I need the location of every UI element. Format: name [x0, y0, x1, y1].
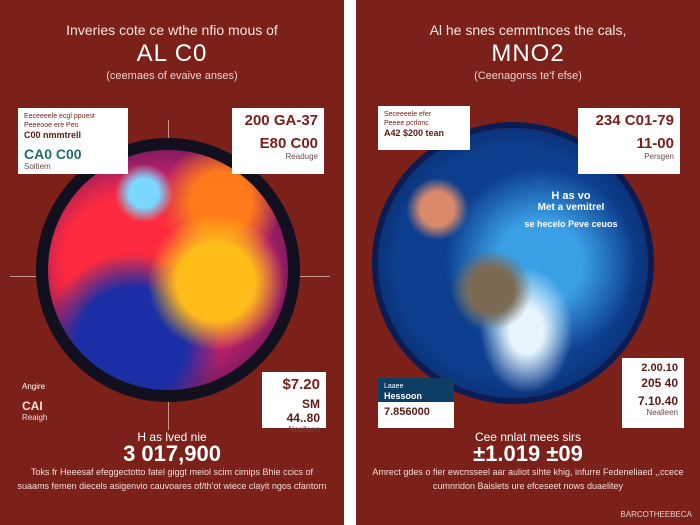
- left-footnote: Toks fr Heeesaf efeggectotto fatel giggt…: [17, 467, 327, 491]
- left-tl-line1: Eeceeeele ecgl ppuest: [24, 113, 95, 120]
- left-header-top: Inveries cote ce wthe nfio mous of: [66, 22, 278, 38]
- right-tl-line1: Seceeeele efer: [384, 111, 432, 118]
- left-tl-line3: C00 nmmtrell: [24, 130, 82, 140]
- left-br-caption: Nealleen: [288, 425, 320, 434]
- right-top-left-box: Seceeeele efer Peeee pcrlonc A42 $200 te…: [378, 106, 470, 150]
- left-stat-value: 3 017,900: [123, 441, 221, 466]
- left-tl-caption: Soitiem: [24, 162, 51, 171]
- right-bl-value: Hessoon: [384, 391, 423, 401]
- left-bl-label: Angire: [22, 382, 46, 391]
- left-br-value2: SM 44..80: [286, 397, 320, 425]
- right-overlay-line2: Met a vemitreI: [537, 202, 605, 213]
- right-tr-value: 234 C01-79: [595, 112, 674, 129]
- left-bottom-left-label: Angire CAI Reaigh: [22, 382, 47, 422]
- left-tl-value: CA0 C00: [24, 146, 82, 162]
- right-bottom-left-value-box: 7.856000: [378, 402, 454, 428]
- right-overlay-line3: se hecelo Peve ceuos: [524, 219, 618, 229]
- right-bottom-right-box: 2.00.10 205 40 7.10.40 Nealleen: [622, 358, 684, 428]
- credit-watermark: BARCOTHEEBECA: [620, 510, 692, 519]
- left-panel: Inveries cote ce wthe nfio mous of AL C0…: [0, 0, 344, 525]
- right-header-title: MNO2: [491, 40, 565, 67]
- panel-divider: [344, 0, 356, 525]
- right-tl-line3: A42 $200 tean: [384, 128, 445, 138]
- right-top-right-box: 234 C01-79 11-00 Persgen: [578, 108, 680, 174]
- right-br-value3: 7.10.40: [637, 394, 678, 408]
- left-tr-value: 200 GA-37: [244, 112, 318, 129]
- right-tl-line2: Peeee pcrlonc: [384, 120, 429, 127]
- left-globe-heatmap: [48, 150, 288, 390]
- right-tr-caption: Persgen: [644, 152, 674, 161]
- right-header-subtitle: (Ceenagorss te'f efse): [474, 70, 582, 82]
- left-top-left-box: Eeceeeele ecgl ppuest Peeeooe ere Peo C0…: [18, 108, 128, 174]
- right-br-caption: Nealleen: [646, 408, 678, 417]
- right-stat-value: ±1.019 ±09: [473, 441, 583, 466]
- right-bl-label: Laaee: [384, 383, 404, 390]
- right-bl-value2: 7.856000: [384, 406, 430, 418]
- right-globe-overlay: H as vo Met a vemitreI se hecelo Peve ce…: [506, 190, 636, 229]
- left-top-right-box: 200 GA-37 E80 C00 Readuge: [232, 108, 324, 174]
- left-tr-caption: Readuge: [285, 152, 318, 161]
- left-stat-label: H as lved nie: [137, 430, 207, 444]
- left-header-subtitle: (ceemaes of evaive anses): [106, 70, 238, 82]
- left-tl-line2: Peeeooe ere Peo: [24, 122, 79, 129]
- left-tr-value2: E80 C00: [259, 135, 318, 152]
- right-header-top: Al he snes cemmtnces the cals,: [429, 22, 627, 38]
- right-panel: Al he snes cemmtnces the cals, MNO2 (Cee…: [356, 0, 700, 525]
- right-br-value2: 205 40: [641, 376, 678, 390]
- right-stat-label: Cee nnlat mees sirs: [474, 430, 582, 444]
- left-header-title: AL C0: [136, 40, 208, 67]
- right-overlay-line1: H as vo: [551, 190, 591, 202]
- left-br-value: $7.20: [282, 376, 320, 393]
- left-bl-value: CAI: [22, 399, 43, 413]
- right-br-value: 2.00.10: [641, 362, 678, 374]
- right-tr-value2: 11-00: [636, 135, 674, 152]
- left-bottom-right-box: $7.20 SM 44..80 Nealleen: [262, 372, 326, 434]
- left-bl-caption: Reaigh: [22, 413, 48, 422]
- right-footnote: Amrect gdes o fier ewcnsseel aar auliot …: [372, 467, 684, 491]
